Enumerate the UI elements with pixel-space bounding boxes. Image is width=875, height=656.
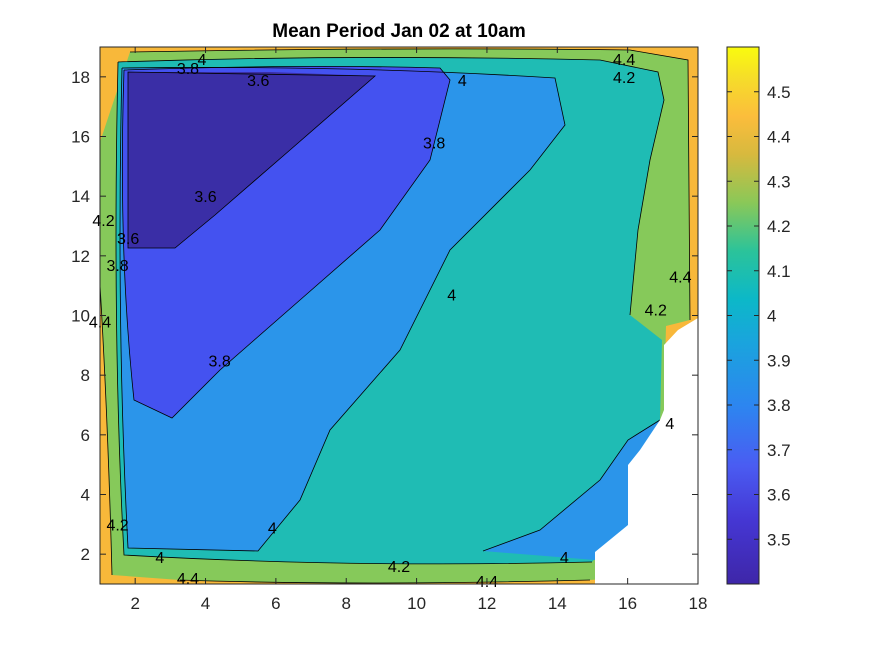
contour-label: 3.6 [247, 73, 269, 90]
colorbar [726, 46, 760, 585]
contour-label: 4.4 [177, 571, 199, 588]
x-tick-label: 12 [477, 594, 496, 613]
contour-label: 3.6 [117, 231, 139, 248]
colorbar-tick-label: 3.9 [767, 351, 791, 370]
colorbar-tick-label: 3.6 [767, 486, 791, 505]
contour-label: 3.8 [208, 353, 230, 370]
colorbar-tick-label: 4.5 [767, 83, 791, 102]
contour-line-4.0-lower [482, 419, 661, 552]
contour-label: 3.8 [423, 135, 445, 152]
contour-label: 4.2 [106, 517, 128, 534]
x-tick-label: 10 [407, 594, 426, 613]
y-tick-label: 4 [81, 486, 90, 505]
contour-line-4.2 [115, 57, 665, 565]
colorbar-tick-label: 3.7 [767, 441, 791, 460]
colorbar-tick-label: 4 [767, 307, 776, 326]
contour-label: 4.4 [669, 270, 691, 287]
colorbar-tick-label: 4.4 [767, 128, 791, 147]
x-tick-label: 4 [201, 594, 210, 613]
chart-title: Mean Period Jan 02 at 10am [272, 21, 525, 42]
colorbar-axis: 3.5 3.6 3.7 3.8 3.9 4 4.1 4.2 4.3 4.4 4.5 [727, 83, 791, 549]
y-tick-label: 16 [71, 128, 90, 147]
y-tick-label: 8 [81, 366, 90, 385]
contour-label: 4.4 [613, 52, 635, 69]
contour-label: 4 [268, 520, 277, 537]
band-3.8-4.0-lower [483, 420, 662, 560]
contour-labels: 43.83.6 44.44.23.83.63.63.84.24.444.24.43… [89, 52, 692, 591]
contour-label: 4 [155, 550, 164, 567]
contour-label: 4 [458, 73, 467, 90]
contour-label: 3.6 [194, 189, 216, 206]
contour-label: 3.8 [177, 61, 199, 78]
y-tick-label: 2 [81, 545, 90, 564]
plot-area [100, 47, 698, 584]
contour-line-3.6 [127, 71, 377, 249]
y-axis: 2 4 6 8 10 12 14 16 18 [71, 68, 698, 564]
contour-label: 4.2 [613, 70, 635, 87]
x-axis: 2 4 6 8 10 12 14 16 18 [130, 47, 707, 613]
y-tick-label: 14 [71, 187, 90, 206]
colorbar-tick-label: 4.1 [767, 262, 791, 281]
contour-label: 4 [665, 416, 674, 433]
x-tick-label: 2 [130, 594, 139, 613]
x-tick-label: 14 [548, 594, 567, 613]
x-tick-label: 18 [689, 594, 708, 613]
y-tick-label: 10 [71, 307, 90, 326]
contour-label: 3.8 [106, 258, 128, 275]
y-tick-label: 6 [81, 426, 90, 445]
no-data-region [595, 318, 698, 584]
contour-label: 4 [560, 550, 569, 567]
colorbar-tick-label: 4.3 [767, 172, 791, 191]
x-tick-label: 6 [271, 594, 280, 613]
y-tick-label: 12 [71, 247, 90, 266]
contour-line-4.0 [119, 67, 566, 552]
contour-label: 4 [447, 288, 456, 305]
x-tick-label: 16 [618, 594, 637, 613]
band-lt-3.6 [128, 72, 375, 248]
contour-label: 4.2 [388, 559, 410, 576]
colorbar-tick-label: 3.5 [767, 530, 791, 549]
contour-label: 4.2 [92, 213, 114, 230]
contour-line-3.8 [121, 66, 451, 419]
contour-label: 4.2 [645, 303, 667, 320]
colorbar-tick-label: 4.2 [767, 217, 791, 236]
contour-line-4.4 [100, 48, 691, 584]
y-tick-label: 18 [71, 68, 90, 87]
contour-label: 4 [198, 52, 207, 69]
x-tick-label: 8 [342, 594, 351, 613]
colorbar-tick-label: 3.8 [767, 396, 791, 415]
